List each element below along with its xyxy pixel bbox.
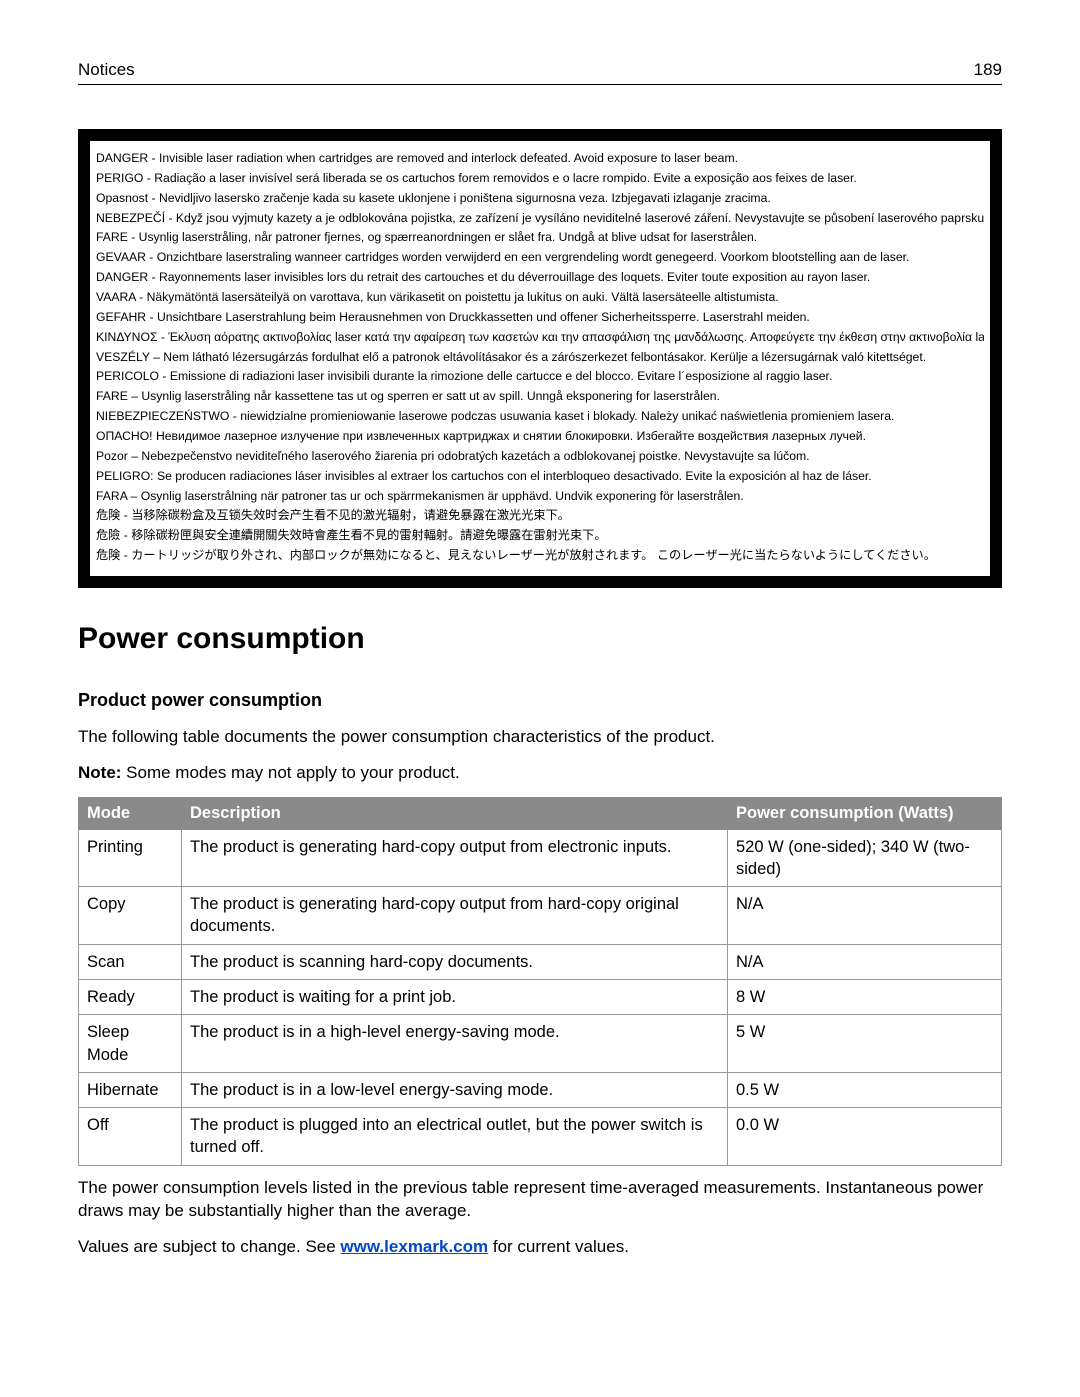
cell-desc: The product is generating hard-copy outp… [182, 887, 728, 945]
table-row: Hibernate The product is in a low-level … [79, 1072, 1002, 1107]
warning-line: Opasnost - Nevidljivo lasersko zračenje … [96, 191, 984, 207]
heading-power-consumption: Power consumption [78, 622, 1002, 656]
cell-desc: The product is in a high-level energy-sa… [182, 1015, 728, 1073]
post-table-paragraph: The power consumption levels listed in t… [78, 1176, 1002, 1224]
note-body: Some modes may not apply to your product… [121, 763, 459, 782]
values-prefix: Values are subject to change. See [78, 1237, 340, 1256]
warning-line: NEBEZPEČÍ - Když jsou vyjmuty kazety a j… [96, 211, 984, 227]
page: Notices 189 DANGER - Invisible laser rad… [0, 0, 1080, 1331]
cell-power: 8 W [728, 979, 1002, 1014]
table-row: Ready The product is waiting for a print… [79, 979, 1002, 1014]
warning-line: PERIGO - Radiação a laser invisível será… [96, 171, 984, 187]
lexmark-link[interactable]: www.lexmark.com [340, 1237, 488, 1256]
warning-line: PELIGRO: Se producen radiaciones láser i… [96, 469, 984, 485]
table-row: Scan The product is scanning hard-copy d… [79, 944, 1002, 979]
power-consumption-table: Mode Description Power consumption (Watt… [78, 797, 1002, 1166]
warning-line: GEFAHR - Unsichtbare Laserstrahlung beim… [96, 310, 984, 326]
warning-line: FARE - Usynlig laserstråling, når patron… [96, 230, 984, 246]
table-row: Sleep Mode The product is in a high-leve… [79, 1015, 1002, 1073]
cell-power: N/A [728, 944, 1002, 979]
cell-mode: Scan [79, 944, 182, 979]
warning-line: PERICOLO - Emissione di radiazioni laser… [96, 369, 984, 385]
values-paragraph: Values are subject to change. See www.le… [78, 1235, 1002, 1259]
cell-desc: The product is plugged into an electrica… [182, 1108, 728, 1166]
cell-mode: Off [79, 1108, 182, 1166]
warning-line: DANGER - Rayonnements laser invisibles l… [96, 270, 984, 286]
intro-text: The following table documents the power … [78, 725, 1002, 749]
cell-desc: The product is waiting for a print job. [182, 979, 728, 1014]
warning-line: VAARA - Näkymätöntä lasersäteilyä on var… [96, 290, 984, 306]
warning-line: DANGER - Invisible laser radiation when … [96, 151, 984, 167]
warning-line: FARE – Usynlig laserstråling når kassett… [96, 389, 984, 405]
cell-mode: Printing [79, 829, 182, 887]
warning-line: ΚΙΝΔΥΝΟΣ - Έκλυση αόρατης ακτινοβολίας l… [96, 330, 984, 346]
col-mode: Mode [79, 797, 182, 829]
warning-line: NIEBEZPIECZEŃSTWO - niewidzialne promien… [96, 409, 984, 425]
note-label: Note: [78, 763, 121, 782]
cell-power: N/A [728, 887, 1002, 945]
warning-line: Pozor – Nebezpečenstvo neviditeľného las… [96, 449, 984, 465]
table-header-row: Mode Description Power consumption (Watt… [79, 797, 1002, 829]
warning-line: VESZÉLY – Nem látható lézersugárzás ford… [96, 350, 984, 366]
cell-power: 520 W (one-sided); 340 W (two-sided) [728, 829, 1002, 887]
warning-line: 危險 - 移除碳粉匣與安全連續開關失效時會產生看不見的雷射輻射。請避免曝露在雷射… [96, 528, 984, 544]
warning-line: FARA – Osynlig laserstrålning när patron… [96, 489, 984, 505]
warning-line: GEVAAR - Onzichtbare laserstraling wanne… [96, 250, 984, 266]
cell-power: 0.5 W [728, 1072, 1002, 1107]
warning-line: 危険 - カートリッジが取り外され、内部ロックが無効になると、見えないレーザー光… [96, 548, 984, 564]
cell-mode: Hibernate [79, 1072, 182, 1107]
table-row: Printing The product is generating hard-… [79, 829, 1002, 887]
page-header: Notices 189 [78, 60, 1002, 85]
table-row: Copy The product is generating hard-copy… [79, 887, 1002, 945]
page-number: 189 [974, 60, 1002, 80]
warning-line: 危険 - 当移除碳粉盒及互锁失效时会产生看不见的激光辐射，请避免暴露在激光光束下… [96, 508, 984, 524]
cell-mode: Copy [79, 887, 182, 945]
cell-desc: The product is scanning hard-copy docume… [182, 944, 728, 979]
cell-desc: The product is generating hard-copy outp… [182, 829, 728, 887]
cell-power: 0.0 W [728, 1108, 1002, 1166]
warning-line: ОПАСНО! Невидимое лазерное излучение при… [96, 429, 984, 445]
table-row: Off The product is plugged into an elect… [79, 1108, 1002, 1166]
cell-power: 5 W [728, 1015, 1002, 1073]
col-description: Description [182, 797, 728, 829]
cell-mode: Ready [79, 979, 182, 1014]
cell-desc: The product is in a low-level energy-sav… [182, 1072, 728, 1107]
note-text: Note: Some modes may not apply to your p… [78, 761, 1002, 785]
values-suffix: for current values. [488, 1237, 629, 1256]
laser-warning-box: DANGER - Invisible laser radiation when … [78, 129, 1002, 588]
heading-product-power-consumption: Product power consumption [78, 690, 1002, 711]
cell-mode: Sleep Mode [79, 1015, 182, 1073]
col-power: Power consumption (Watts) [728, 797, 1002, 829]
section-title: Notices [78, 60, 135, 80]
